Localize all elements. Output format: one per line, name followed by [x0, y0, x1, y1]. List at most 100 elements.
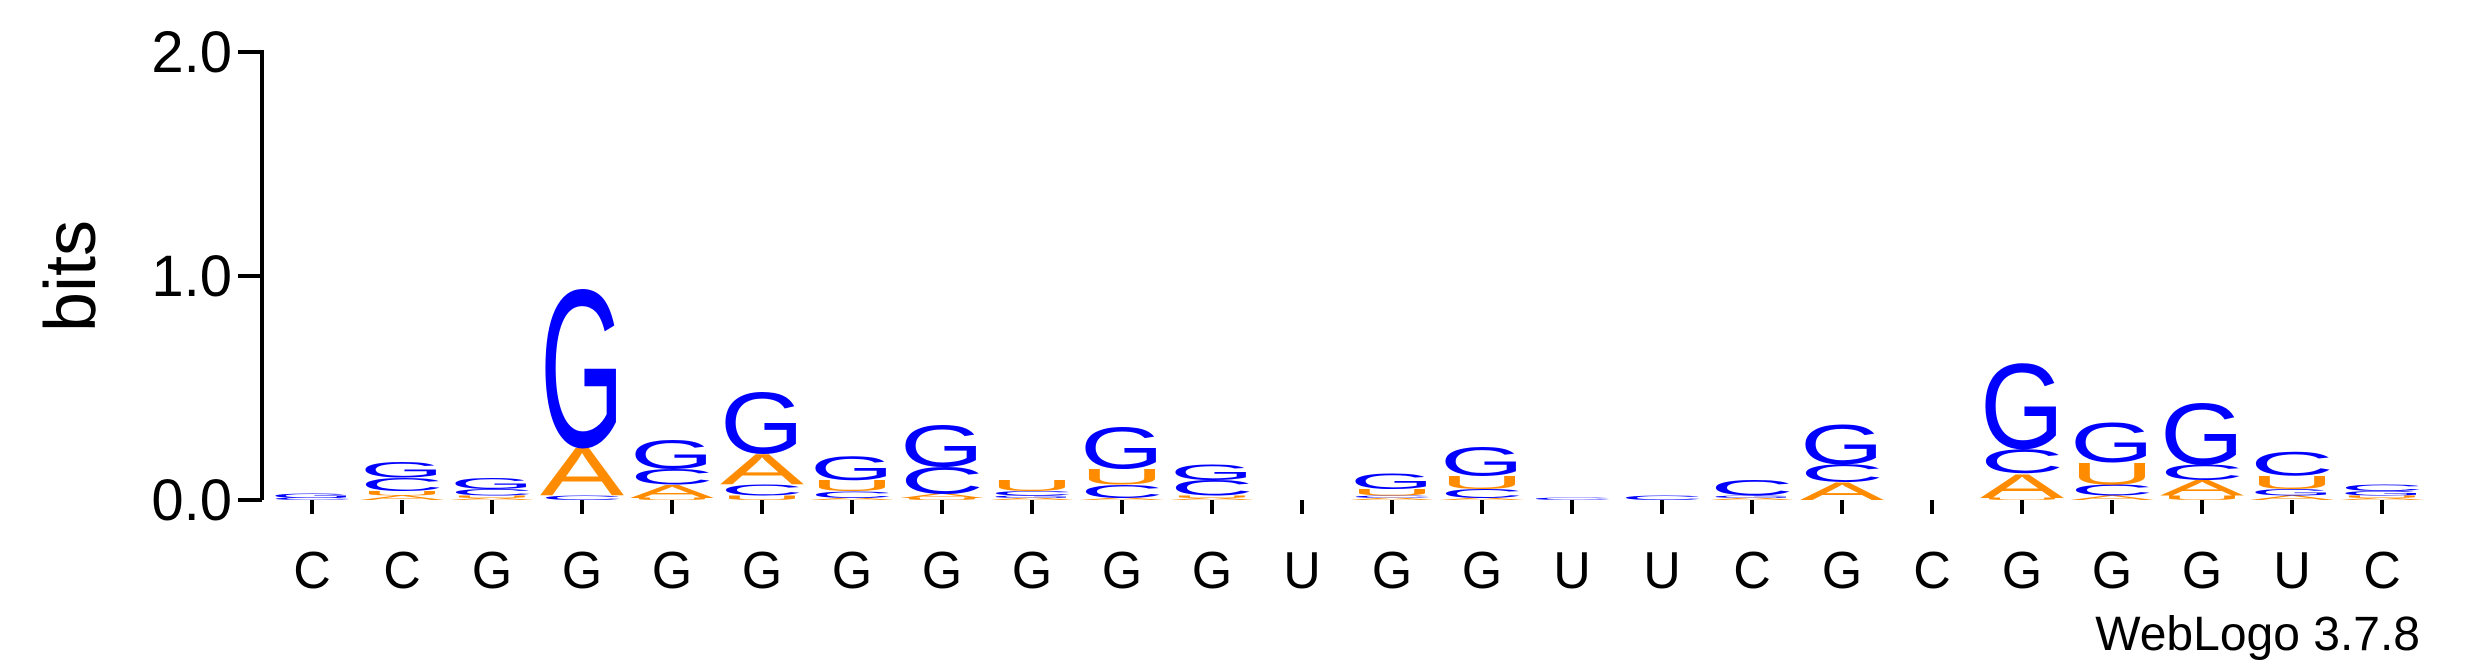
letter: G	[2160, 385, 2244, 483]
letter: A	[450, 497, 534, 500]
letter: G	[360, 458, 444, 483]
x-tick-label: G	[472, 542, 512, 600]
letter: U	[630, 497, 714, 500]
letter: C	[810, 489, 894, 500]
y-axis-label: bits	[31, 220, 111, 332]
letter: A	[630, 481, 714, 502]
letter: U	[720, 494, 804, 501]
letter: G	[1710, 495, 1794, 498]
letter: G	[270, 492, 354, 499]
letter: C	[2250, 445, 2334, 483]
x-tick-label: G	[1372, 542, 1412, 600]
letter: C	[360, 474, 444, 495]
letter: C	[1080, 481, 1164, 502]
x-tick-label: C	[2363, 542, 2401, 600]
letter: U	[1350, 487, 1434, 498]
x-tick-label: G	[1102, 542, 1142, 600]
letter: A	[360, 494, 444, 501]
x-tick-label: G	[562, 542, 602, 600]
x-tick-label: C	[293, 542, 331, 600]
letter: C	[1530, 497, 1614, 500]
x-tick-label: C	[383, 542, 421, 600]
x-tick-label: U	[1643, 542, 1681, 600]
letter: G	[2250, 487, 2334, 498]
y-tick-label: 0.0	[151, 468, 232, 533]
letter: G	[540, 244, 624, 495]
x-tick-label: U	[1553, 542, 1591, 600]
letter: A	[1440, 497, 1524, 500]
letter: G	[900, 412, 984, 479]
x-tick-label: G	[1822, 542, 1862, 600]
letter: U	[2070, 456, 2154, 491]
letter: C	[900, 460, 984, 502]
x-tick-label: G	[1192, 542, 1232, 600]
letter: C	[270, 497, 354, 500]
letter: C	[1710, 476, 1794, 501]
x-tick-label: G	[652, 542, 692, 600]
letter: C	[1620, 494, 1704, 501]
letter: G	[810, 449, 894, 487]
letter: G	[1080, 415, 1164, 482]
letter: U	[1170, 495, 1254, 498]
letter: C	[1350, 495, 1434, 498]
y-tick-label: 2.0	[151, 20, 232, 85]
letter: C	[450, 487, 534, 498]
letter: A	[720, 445, 804, 494]
letter: A	[2340, 497, 2424, 500]
letter: U	[990, 477, 1074, 494]
x-tick-label: G	[2092, 542, 2132, 600]
letter: G	[1170, 460, 1254, 485]
letter: U	[1980, 497, 2064, 500]
letter: C	[990, 490, 1074, 497]
letter: C	[720, 481, 804, 498]
letter: G	[450, 475, 534, 492]
letter: G	[1350, 469, 1434, 494]
letter: A	[2160, 476, 2244, 501]
letter: U	[2160, 494, 2244, 501]
letter: A	[1710, 497, 1794, 500]
letter: G	[2070, 412, 2154, 475]
x-tick-label: G	[832, 542, 872, 600]
letter: C	[1440, 486, 1524, 500]
x-tick-label: G	[1462, 542, 1502, 600]
letter: A	[810, 497, 894, 500]
letter: G	[1440, 439, 1524, 485]
letter: C	[1980, 442, 2064, 480]
letter: G	[720, 374, 804, 472]
letter: U	[2340, 495, 2424, 498]
letter: C	[540, 494, 624, 501]
letter: G	[1800, 414, 1884, 477]
letter: U	[1080, 464, 1164, 489]
letter: A	[540, 434, 624, 511]
x-tick-label: G	[2002, 542, 2042, 600]
letter: G	[1980, 339, 2064, 475]
x-tick-label: C	[1733, 542, 1771, 600]
x-tick-label: U	[1283, 542, 1321, 600]
letter: C	[2070, 481, 2154, 498]
letter: C	[2340, 483, 2424, 494]
x-tick-label: U	[2273, 542, 2311, 600]
x-tick-label: C	[1913, 542, 1951, 600]
letter: A	[1350, 497, 1434, 500]
letter: A	[900, 492, 984, 499]
x-tick-label: G	[922, 542, 962, 600]
credit: WebLogo 3.7.8	[2095, 608, 2420, 661]
letter: A	[1080, 497, 1164, 500]
letter: A	[1170, 497, 1254, 500]
letter: C	[630, 464, 714, 489]
x-tick-label: G	[742, 542, 782, 600]
letter: A	[1800, 477, 1885, 505]
x-tick-label: G	[1012, 542, 1052, 600]
letter: U	[810, 477, 894, 494]
letter: A	[990, 497, 1074, 500]
letter: G	[630, 432, 714, 478]
letter: G	[990, 495, 1074, 498]
x-tick-label: G	[2182, 542, 2222, 600]
letter: U	[1440, 472, 1524, 493]
letter: A	[2250, 494, 2334, 501]
letter: C	[1800, 460, 1884, 488]
letter: A	[1980, 467, 2065, 505]
letter: C	[2160, 460, 2244, 485]
